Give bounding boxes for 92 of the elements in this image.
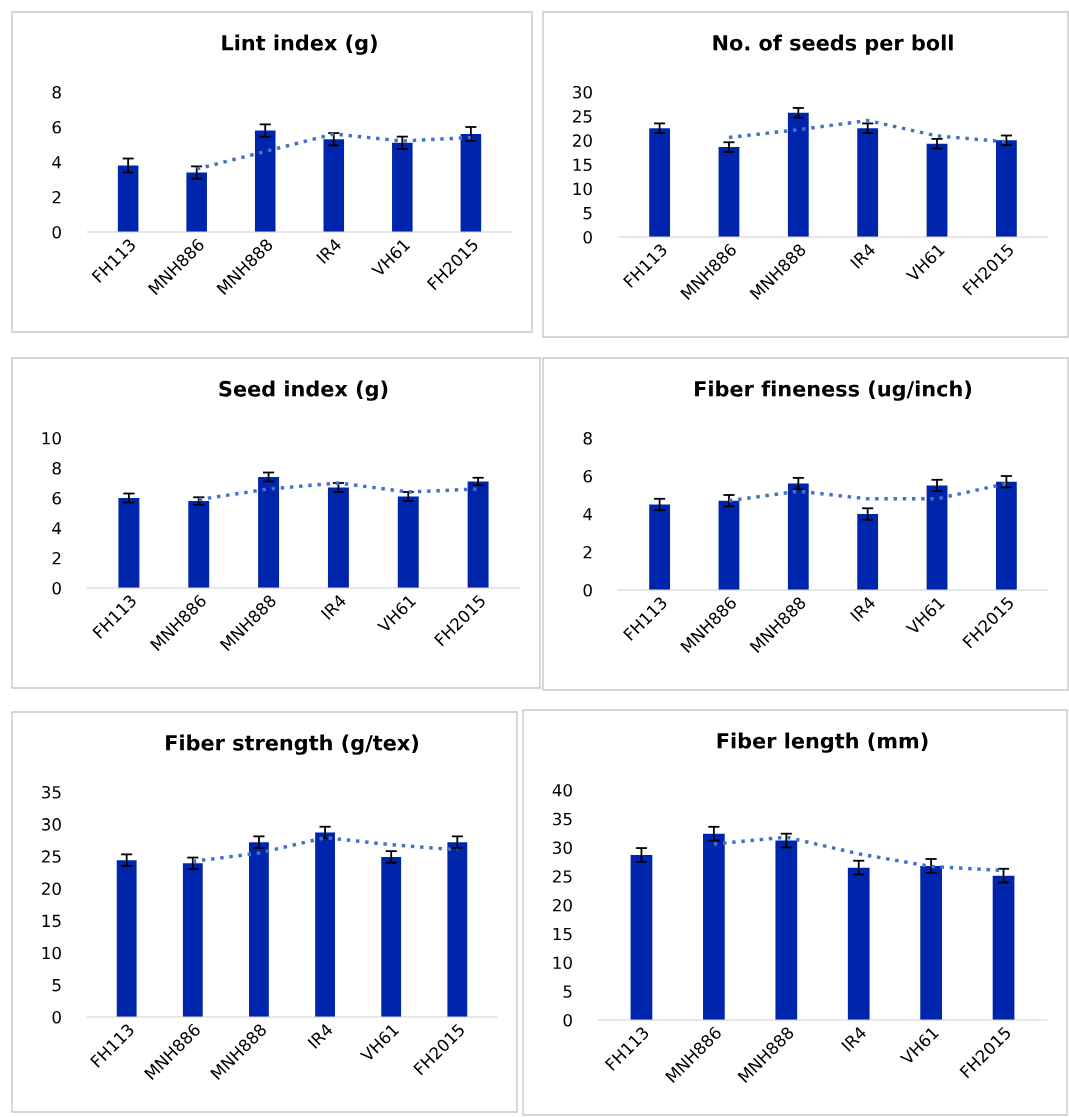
y-tick-label: 2 [583, 545, 592, 559]
bar [649, 504, 671, 590]
y-tick-label: 8 [52, 85, 61, 99]
y-tick-label: 15 [42, 914, 61, 928]
y-tick-label: 2 [52, 551, 61, 565]
bar [397, 496, 419, 588]
bar [381, 856, 402, 1017]
bar [920, 865, 942, 1020]
bar [254, 130, 276, 232]
y-tick-label: 25 [573, 110, 592, 123]
y-tick-label: 20 [42, 882, 61, 895]
bar [995, 481, 1017, 590]
x-tick-label: IR4 [316, 237, 343, 264]
y-tick-label: 6 [52, 120, 61, 134]
bar [775, 840, 798, 1020]
bar [460, 134, 482, 232]
y-tick-label: 5 [52, 979, 61, 992]
bar [703, 833, 725, 1020]
y-tick-label: 10 [42, 431, 61, 445]
bar [116, 860, 137, 1017]
y-tick-label: 5 [583, 207, 592, 220]
bar [186, 172, 207, 232]
chart-title: Fiber fineness (ug/inch) [695, 380, 972, 401]
y-tick-label: 25 [553, 870, 572, 883]
y-tick-label: 30 [553, 841, 572, 855]
y-tick-label: 0 [563, 1013, 572, 1027]
y-tick-label: 4 [52, 156, 62, 169]
bar [787, 483, 809, 590]
bar [992, 875, 1015, 1020]
y-tick-label: 10 [42, 946, 61, 960]
bar [249, 842, 269, 1017]
bar [447, 842, 468, 1017]
bar [118, 498, 140, 588]
y-tick-label: 10 [573, 182, 592, 196]
x-tick-label: IR4 [850, 595, 876, 622]
bar [188, 501, 210, 588]
bar [630, 854, 653, 1020]
y-tick-label: 5 [563, 985, 572, 998]
bar [392, 142, 413, 232]
bar [258, 477, 280, 588]
bar [649, 128, 671, 237]
bar [857, 128, 879, 237]
y-tick-label: 6 [583, 469, 592, 483]
chart-title: Seed index (g) [219, 380, 388, 401]
bar [926, 143, 948, 237]
chart-title: Fiber strength (g/tex) [166, 734, 418, 755]
y-tick-label: 0 [583, 583, 592, 597]
y-tick-label: 15 [573, 158, 592, 172]
chart-title: Lint index (g) [222, 34, 377, 55]
bar [117, 165, 139, 232]
chart-title: No. of seeds per boll [713, 34, 953, 55]
bar [857, 514, 879, 590]
y-tick-label: 8 [52, 461, 61, 475]
bar [847, 867, 870, 1020]
x-tick-label: IR4 [841, 1025, 867, 1052]
line-series [727, 118, 1009, 144]
y-tick-label: 40 [552, 783, 572, 797]
line-series [194, 132, 473, 171]
y-tick-label: 6 [52, 491, 61, 505]
y-tick-label: 0 [583, 230, 592, 244]
y-tick-label: 35 [42, 785, 61, 799]
x-tick-label: IR4 [320, 593, 347, 620]
y-tick-label: 0 [52, 225, 61, 239]
chart-title: Fiber length (mm) [717, 732, 928, 753]
bar [787, 112, 809, 237]
y-tick-label: 8 [583, 431, 592, 445]
bar [315, 832, 335, 1017]
line-series [727, 481, 1009, 503]
x-tick-label: IR4 [850, 242, 876, 269]
bar [926, 485, 948, 590]
y-tick-label: 30 [42, 818, 61, 831]
y-tick-label: 4 [583, 508, 593, 521]
bar [327, 487, 349, 588]
y-tick-label: 35 [553, 812, 572, 826]
line-series [197, 481, 480, 502]
bar [467, 481, 489, 588]
bar [718, 500, 740, 590]
bar [995, 140, 1017, 237]
y-tick-label: 20 [573, 134, 592, 147]
y-tick-label: 30 [573, 85, 592, 99]
y-tick-label: 4 [52, 522, 62, 535]
bar [718, 147, 740, 237]
y-tick-label: 25 [42, 850, 61, 863]
y-tick-label: 20 [553, 898, 572, 912]
y-tick-label: 2 [52, 190, 61, 204]
y-tick-label: 0 [52, 1010, 61, 1024]
y-tick-label: 0 [52, 581, 61, 595]
bar [182, 863, 203, 1017]
y-tick-label: 15 [553, 927, 572, 941]
y-tick-label: 10 [553, 956, 572, 970]
bar [323, 139, 345, 232]
x-tick-label: IR4 [307, 1022, 334, 1049]
